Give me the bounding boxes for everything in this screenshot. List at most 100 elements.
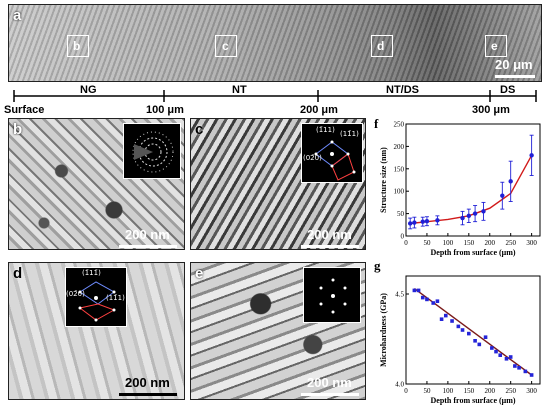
y-tick-label: 4.0 xyxy=(395,381,404,389)
chart-f: f0 50 100 150 200 250 300050100150200250Depth … xyxy=(374,116,541,257)
scale-bar-e xyxy=(301,393,359,396)
data-point xyxy=(416,288,421,293)
tick-label-surface: Surface xyxy=(4,104,45,116)
x-tick-label: 50 xyxy=(423,387,431,395)
plot-frame xyxy=(405,275,541,385)
x-tick-label: 200 xyxy=(485,387,496,395)
region-box-label-b: b xyxy=(73,39,81,53)
data-point xyxy=(439,317,444,321)
x-tick-label: 50 xyxy=(423,239,431,247)
data-point xyxy=(529,373,534,377)
spot-label-d-3: (11̄1) xyxy=(106,294,125,302)
data-point xyxy=(523,369,528,374)
y-axis-label: Structure size (nm) xyxy=(379,147,388,213)
zone-ds: DS xyxy=(500,84,516,96)
spot-label-c-1: (1̄11) xyxy=(316,126,335,134)
data-point xyxy=(456,324,461,329)
scale-bar-d xyxy=(119,393,177,396)
saed-inset-b xyxy=(123,123,181,179)
y-tick-label: 50 xyxy=(397,210,405,218)
saed-inset-d: (1̄11̄) (02̄0) (11̄1) xyxy=(65,267,127,327)
data-point xyxy=(508,355,513,359)
panel-d-micrograph: d (1̄11̄) (02̄0) (11̄1) 200 nm xyxy=(8,262,185,400)
data-point xyxy=(412,220,417,225)
y-tick-label: 250 xyxy=(394,121,405,129)
saed-inset-e xyxy=(303,267,361,323)
region-box-d xyxy=(371,35,393,57)
diffraction-spots-e xyxy=(319,278,347,314)
x-tick-label: 200 xyxy=(485,239,496,247)
data-point xyxy=(425,297,429,302)
panel-label-b: b xyxy=(13,121,23,138)
y-tick-label: 0 xyxy=(401,233,405,241)
panel-label-f: f xyxy=(374,116,379,131)
region-box-c xyxy=(215,35,237,57)
data-point xyxy=(431,301,436,305)
panel-e-micrograph: e 200 nm xyxy=(190,262,366,400)
tick-label-100: 100 μm xyxy=(146,104,184,116)
data-point xyxy=(498,353,503,357)
data-point xyxy=(517,366,521,370)
zone-nt: NT xyxy=(232,84,247,96)
zone-nt-ds: NT/DS xyxy=(386,84,419,96)
y-axis-label: Microhardness (GPa) xyxy=(379,293,388,367)
data-point xyxy=(472,211,478,216)
data-point xyxy=(490,346,494,350)
panel-label-a: a xyxy=(13,7,22,24)
scale-label-e: 200 nm xyxy=(307,375,352,390)
data-point xyxy=(424,219,430,224)
scale-bar-a xyxy=(495,75,535,78)
data-point xyxy=(494,349,498,354)
region-box-e xyxy=(485,35,507,57)
tick-label-200: 200 μm xyxy=(300,104,338,116)
depth-axis xyxy=(13,90,537,102)
fit-curve xyxy=(410,155,533,225)
spot-label-d-2: (02̄0) xyxy=(66,290,85,298)
data-point xyxy=(467,331,471,336)
data-point xyxy=(460,328,465,332)
data-point xyxy=(500,193,505,198)
zone-ng: NG xyxy=(80,84,97,96)
x-axis-label: Depth from surface (μm) xyxy=(430,396,515,405)
data-point xyxy=(420,219,425,224)
saed-inset-c: (1̄11) (11̄1) (02̄0) xyxy=(301,123,363,183)
y-tick-label: 200 xyxy=(394,143,405,151)
data-point xyxy=(513,364,517,368)
data-point xyxy=(412,288,417,293)
data-point xyxy=(508,179,513,184)
x-tick-label: 0 xyxy=(404,239,408,247)
scale-label-d: 200 nm xyxy=(125,375,170,390)
panel-c-micrograph: c (1̄11) (11̄1) (02̄0) 200 nm xyxy=(190,118,366,250)
scale-bar-c xyxy=(301,245,359,248)
x-tick-label: 300 xyxy=(526,387,537,395)
data-point xyxy=(443,313,448,318)
diffraction-rings-b xyxy=(132,131,174,173)
panel-a-micrograph: a b c d e 20 μm xyxy=(8,4,542,82)
texture xyxy=(9,5,541,81)
data-point xyxy=(477,342,482,347)
data-point xyxy=(450,319,454,323)
y-tick-label: 100 xyxy=(394,188,405,196)
region-box-label-d: d xyxy=(377,39,385,53)
data-point xyxy=(483,335,488,339)
panel-label-c: c xyxy=(195,121,204,138)
x-tick-label: 250 xyxy=(505,239,516,247)
region-box-label-e: e xyxy=(491,39,498,53)
x-tick-label: 150 xyxy=(464,239,475,247)
scale-label-c: 200 nm xyxy=(307,227,352,242)
data-point xyxy=(420,295,425,300)
x-tick-label: 250 xyxy=(505,387,516,395)
data-point xyxy=(529,153,534,158)
panel-label-g: g xyxy=(374,258,381,273)
y-tick-label: 4.5 xyxy=(395,291,404,299)
chart-g: g 0 50 100 150 200 250 300 4.0 4.5 Depth from surf… xyxy=(374,258,541,405)
x-axis-label: Depth from surface (μm) xyxy=(430,248,515,257)
diffraction-pattern-c xyxy=(314,140,356,181)
region-box-b xyxy=(67,35,89,57)
x-tick-label: 300 xyxy=(526,239,537,247)
plot-frame xyxy=(405,123,541,237)
spot-label-c-2: (11̄1) xyxy=(340,130,359,138)
spot-label-d-1: (1̄11̄) xyxy=(82,269,101,277)
diffraction-pattern-d xyxy=(78,281,116,322)
scale-bar-b xyxy=(119,245,177,248)
